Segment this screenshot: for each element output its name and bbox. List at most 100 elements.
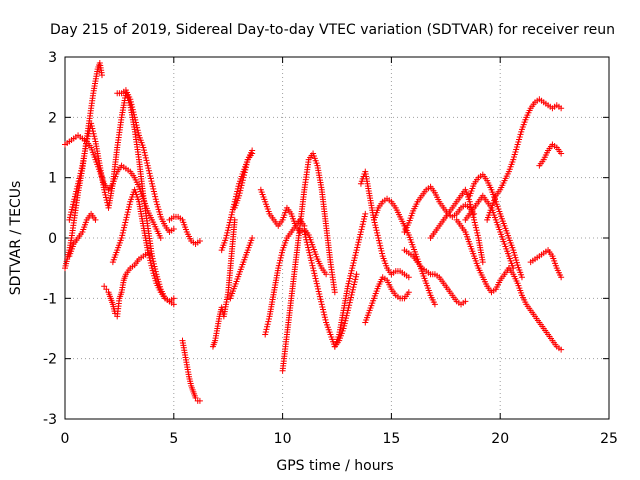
- data-point: [131, 111, 138, 118]
- data-point: [347, 294, 354, 301]
- data-point: [102, 191, 109, 198]
- data-point: [149, 180, 156, 187]
- data-point: [331, 289, 338, 296]
- data-point: [146, 170, 153, 177]
- data-point: [319, 303, 326, 310]
- grid: [65, 57, 609, 419]
- data-point: [121, 222, 128, 229]
- data-point: [348, 291, 355, 298]
- data-point: [558, 346, 565, 353]
- data-point: [73, 185, 80, 192]
- data-point: [372, 222, 379, 229]
- data-point: [306, 252, 313, 259]
- data-point: [349, 289, 356, 296]
- data-point: [89, 128, 96, 135]
- data-point: [91, 135, 98, 142]
- data-point: [518, 274, 525, 281]
- data-point: [405, 289, 412, 296]
- data-point: [134, 127, 141, 134]
- data-point: [145, 165, 152, 172]
- data-point: [170, 225, 177, 232]
- y-tick-label: 0: [48, 231, 57, 247]
- data-point: [265, 318, 272, 325]
- data-point: [360, 218, 367, 225]
- data-point: [152, 193, 159, 200]
- data-point: [351, 257, 358, 264]
- data-point: [92, 216, 99, 223]
- data-point: [511, 151, 518, 158]
- data-point: [471, 216, 478, 223]
- data-point: [196, 397, 203, 404]
- data-point: [305, 244, 312, 251]
- data-point: [513, 146, 520, 153]
- data-point: [318, 298, 325, 305]
- data-point: [119, 229, 126, 236]
- data-point: [118, 235, 125, 241]
- data-point: [66, 216, 73, 223]
- data-point: [511, 252, 518, 259]
- data-point: [308, 259, 315, 266]
- data-point: [275, 265, 282, 272]
- data-point: [147, 175, 154, 182]
- data-point: [301, 228, 308, 235]
- data-point: [373, 227, 380, 234]
- series-arc-10: [209, 216, 238, 350]
- data-point: [310, 265, 317, 272]
- series-arc-12: [231, 150, 256, 211]
- data-point: [124, 209, 131, 216]
- data-point: [341, 320, 348, 327]
- data-point: [76, 172, 83, 179]
- data-point: [224, 227, 231, 234]
- data-point: [77, 170, 84, 177]
- series-arc-29: [505, 265, 565, 353]
- data-point: [352, 249, 359, 256]
- data-point: [323, 271, 330, 278]
- data-point: [142, 154, 149, 161]
- data-point: [88, 122, 95, 129]
- series-arc-28: [484, 96, 565, 223]
- data-point: [340, 325, 347, 332]
- data-point: [73, 188, 80, 195]
- data-point: [318, 301, 325, 308]
- data-point: [472, 222, 479, 229]
- data-point: [68, 206, 75, 213]
- data-point: [148, 262, 155, 269]
- data-point: [103, 286, 110, 293]
- data-point: [351, 281, 358, 288]
- data-point: [515, 138, 522, 145]
- y-tick-label: 3: [48, 50, 57, 66]
- data-point: [98, 72, 105, 79]
- series-arc-30: [527, 247, 565, 281]
- data-point: [313, 278, 320, 285]
- data-point: [321, 314, 328, 321]
- chart-title: Day 215 of 2019, Sidereal Day-to-day VTE…: [50, 22, 615, 38]
- data-point: [154, 203, 161, 210]
- data-point: [78, 167, 85, 174]
- data-point: [144, 247, 151, 254]
- data-point: [151, 272, 158, 279]
- data-point: [263, 326, 270, 333]
- data-point: [225, 224, 232, 231]
- data-point: [131, 114, 138, 121]
- data-point: [147, 257, 154, 264]
- data-point: [146, 254, 153, 261]
- data-point: [316, 291, 323, 298]
- data-point: [132, 119, 139, 126]
- data-point: [69, 203, 76, 210]
- data-point: [347, 297, 354, 304]
- data-point: [70, 198, 77, 205]
- data-point: [119, 232, 126, 239]
- data-point: [236, 192, 243, 199]
- data-point: [85, 133, 92, 140]
- data-point: [157, 211, 164, 218]
- data-point: [170, 301, 177, 308]
- data-point: [356, 234, 363, 241]
- x-tick-label: 15: [382, 431, 400, 447]
- series-arc-21: [362, 274, 412, 326]
- data-point: [278, 249, 285, 256]
- data-point: [66, 214, 73, 221]
- data-point: [145, 249, 152, 256]
- data-point: [344, 283, 351, 290]
- data-point: [361, 216, 368, 223]
